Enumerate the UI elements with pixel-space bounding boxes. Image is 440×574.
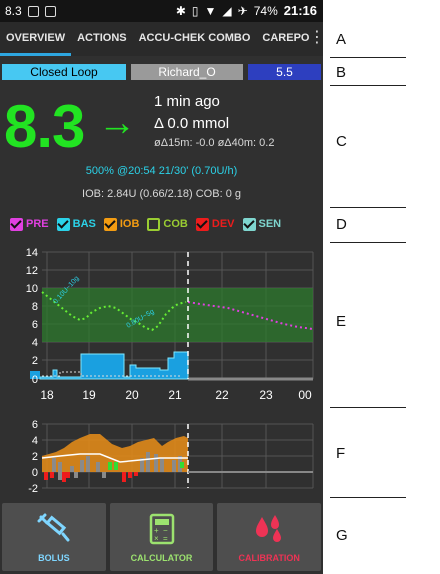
bas-checkbox[interactable] bbox=[56, 217, 70, 231]
svg-text:=: = bbox=[163, 534, 168, 543]
legend-bas[interactable]: BAS bbox=[56, 217, 96, 231]
y-tick: 2 bbox=[32, 451, 38, 463]
y-tick: 4 bbox=[32, 337, 38, 349]
vibrate-icon: ▯ bbox=[191, 3, 199, 18]
clock: 21:16 bbox=[283, 3, 317, 18]
annotation-divider bbox=[330, 207, 406, 208]
tab-accu-chek-combo[interactable]: ACCU-CHEK COMBO bbox=[138, 32, 251, 44]
y-tick: 8 bbox=[32, 301, 38, 313]
y-tick: -2 bbox=[28, 483, 38, 495]
annotation-g: G bbox=[336, 527, 348, 544]
loop-mode-button[interactable]: Closed Loop bbox=[2, 64, 126, 80]
target-button[interactable]: 5.5 bbox=[248, 64, 321, 80]
iob-checkbox[interactable] bbox=[103, 217, 117, 231]
airplane-icon: ✈ bbox=[237, 3, 248, 18]
overflow-menu-icon[interactable]: ⋮ bbox=[309, 22, 323, 56]
temp-basal-info[interactable]: 500% @20:54 21/30' (0.70U/h) bbox=[85, 165, 238, 177]
graph-legend: PRE BAS IOB COB DEV SEN bbox=[10, 214, 320, 234]
trend-arrow-icon: → bbox=[98, 102, 136, 144]
status-bg-value: 8.3 bbox=[5, 4, 22, 18]
pre-label: PRE bbox=[26, 218, 49, 230]
drops-icon bbox=[256, 515, 282, 542]
profile-button[interactable]: Richard_O bbox=[131, 64, 243, 80]
cob-checkbox[interactable] bbox=[147, 217, 161, 231]
bluetooth-icon: ✱ bbox=[175, 3, 186, 18]
status-bar: 8.3 ✱ ▯ ▼ ◢ ✈ 74% 21:16 bbox=[0, 0, 323, 22]
annotation-d: D bbox=[336, 216, 347, 233]
time-ago: 1 min ago bbox=[154, 93, 220, 110]
y-tick: 6 bbox=[32, 319, 38, 331]
iob-deviation-graph[interactable]: 6 4 2 0 -2 bbox=[0, 418, 323, 496]
calculator-button[interactable]: + − × = CALCULATOR bbox=[109, 503, 214, 571]
image-notification-icon bbox=[44, 5, 56, 17]
y-tick: 0 bbox=[32, 467, 38, 479]
annotation-divider bbox=[330, 85, 406, 86]
no-signal-icon: ◢ bbox=[222, 3, 232, 18]
annotation-e: E bbox=[336, 313, 347, 330]
pre-checkbox[interactable] bbox=[10, 217, 23, 231]
cob-label: COB bbox=[163, 218, 188, 230]
svg-text:×: × bbox=[154, 534, 159, 543]
action-buttons: BOLUS + − × = CALCULATOR CALIBRATION bbox=[0, 503, 323, 571]
avg-delta: øΔ15m: -0.0 øΔ40m: 0.2 bbox=[154, 137, 275, 149]
phone-screen: 8.3 ✱ ▯ ▼ ◢ ✈ 74% 21:16 OVERVIEW ACTIONS… bbox=[0, 0, 323, 574]
svg-text:+: + bbox=[154, 526, 159, 535]
y-tick: 4 bbox=[32, 435, 38, 447]
bolus-label: BOLUS bbox=[38, 553, 70, 563]
y-tick: 14 bbox=[26, 247, 38, 259]
tab-overview[interactable]: OVERVIEW bbox=[0, 22, 72, 56]
annotation-divider bbox=[330, 497, 406, 498]
calculator-icon: + − × = bbox=[149, 513, 174, 545]
calculator-label: CALCULATOR bbox=[130, 553, 193, 563]
syringe-icon bbox=[37, 513, 70, 542]
annotation-divider bbox=[330, 407, 406, 408]
sen-checkbox[interactable] bbox=[242, 217, 256, 231]
x-tick: 22 bbox=[215, 388, 229, 402]
y-tick: 0 bbox=[32, 374, 38, 386]
wifi-icon: ▼ bbox=[204, 3, 217, 18]
dev-checkbox[interactable] bbox=[195, 217, 209, 231]
tab-bar: OVERVIEW ACTIONS ACCU-CHEK COMBO CAREPO … bbox=[0, 22, 323, 56]
annotation-b: B bbox=[336, 64, 347, 81]
x-tick: 18 bbox=[40, 388, 54, 402]
bg-delta: Δ 0.0 mmol bbox=[154, 115, 230, 132]
annotation-divider bbox=[330, 242, 406, 243]
svg-text:−: − bbox=[163, 526, 168, 535]
y-tick: 12 bbox=[26, 265, 38, 277]
legend-dev[interactable]: DEV bbox=[195, 217, 235, 231]
calibration-button[interactable]: CALIBRATION bbox=[217, 503, 322, 571]
y-tick: 6 bbox=[32, 419, 38, 431]
y-tick: 2 bbox=[32, 355, 38, 367]
bg-graph[interactable]: 0.10U~10g 0.80U~5g 14 12 10 8 6 4 2 0 18… bbox=[0, 244, 323, 406]
x-tick: 21 bbox=[168, 388, 182, 402]
app-notification-icon bbox=[27, 5, 39, 17]
x-tick: 20 bbox=[125, 388, 139, 402]
legend-pre[interactable]: PRE bbox=[10, 217, 49, 231]
x-tick: 23 bbox=[259, 388, 273, 402]
annotation-a: A bbox=[336, 31, 347, 48]
x-tick: 19 bbox=[82, 388, 96, 402]
sen-label: SEN bbox=[258, 218, 282, 230]
y-tick: 10 bbox=[26, 283, 38, 295]
annotation-c: C bbox=[336, 133, 347, 150]
legend-iob[interactable]: IOB bbox=[103, 217, 140, 231]
annotation-f: F bbox=[336, 445, 346, 462]
battery-percent: 74% bbox=[253, 3, 278, 18]
legend-cob[interactable]: COB bbox=[147, 217, 188, 231]
tab-actions[interactable]: ACTIONS bbox=[77, 32, 127, 44]
bolus-button[interactable]: BOLUS bbox=[2, 503, 106, 571]
calibration-label: CALIBRATION bbox=[238, 553, 300, 563]
tab-careportal[interactable]: CAREPO bbox=[262, 32, 310, 44]
bas-label: BAS bbox=[72, 218, 96, 230]
dev-label: DEV bbox=[211, 218, 235, 230]
iob-cob-info: IOB: 2.84U (0.66/2.18) COB: 0 g bbox=[82, 188, 241, 200]
iob-label: IOB bbox=[119, 218, 140, 230]
bg-value: 8.3 bbox=[4, 93, 85, 160]
legend-sen[interactable]: SEN bbox=[242, 217, 282, 231]
x-tick: 00 bbox=[298, 388, 312, 402]
annotation-divider bbox=[330, 57, 406, 58]
